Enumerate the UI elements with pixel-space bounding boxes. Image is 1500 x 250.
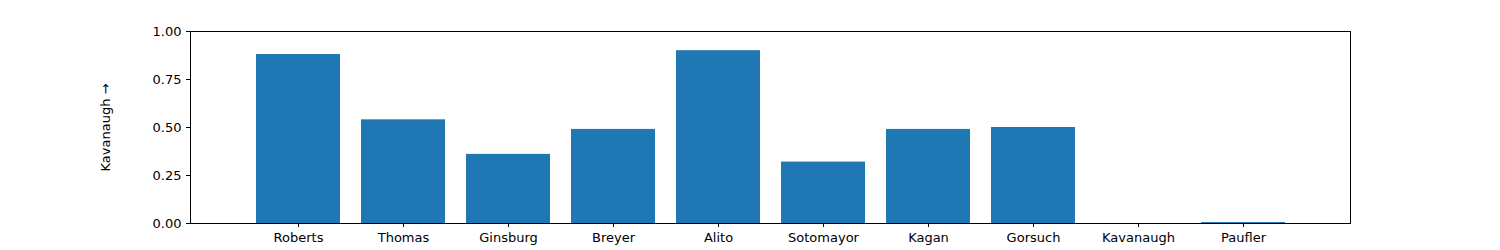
svg-text:Ginsburg: Ginsburg bbox=[479, 230, 538, 245]
svg-text:Gorsuch: Gorsuch bbox=[1007, 230, 1061, 245]
svg-text:Sotomayor: Sotomayor bbox=[788, 230, 860, 245]
svg-text:Kagan: Kagan bbox=[908, 230, 949, 245]
svg-text:Kavanaugh →: Kavanaugh → bbox=[98, 83, 113, 171]
svg-text:Breyer: Breyer bbox=[592, 230, 636, 245]
svg-text:0.00: 0.00 bbox=[153, 216, 182, 231]
svg-text:Kavanaugh: Kavanaugh bbox=[1102, 230, 1175, 245]
svg-text:Roberts: Roberts bbox=[274, 230, 324, 245]
svg-text:1.00: 1.00 bbox=[153, 24, 182, 39]
svg-text:0.75: 0.75 bbox=[153, 72, 182, 87]
svg-text:Paufler: Paufler bbox=[1221, 230, 1267, 245]
svg-text:0.50: 0.50 bbox=[153, 120, 182, 135]
svg-text:Alito: Alito bbox=[704, 230, 733, 245]
svg-text:Thomas: Thomas bbox=[377, 230, 430, 245]
svg-text:0.25: 0.25 bbox=[153, 168, 182, 183]
